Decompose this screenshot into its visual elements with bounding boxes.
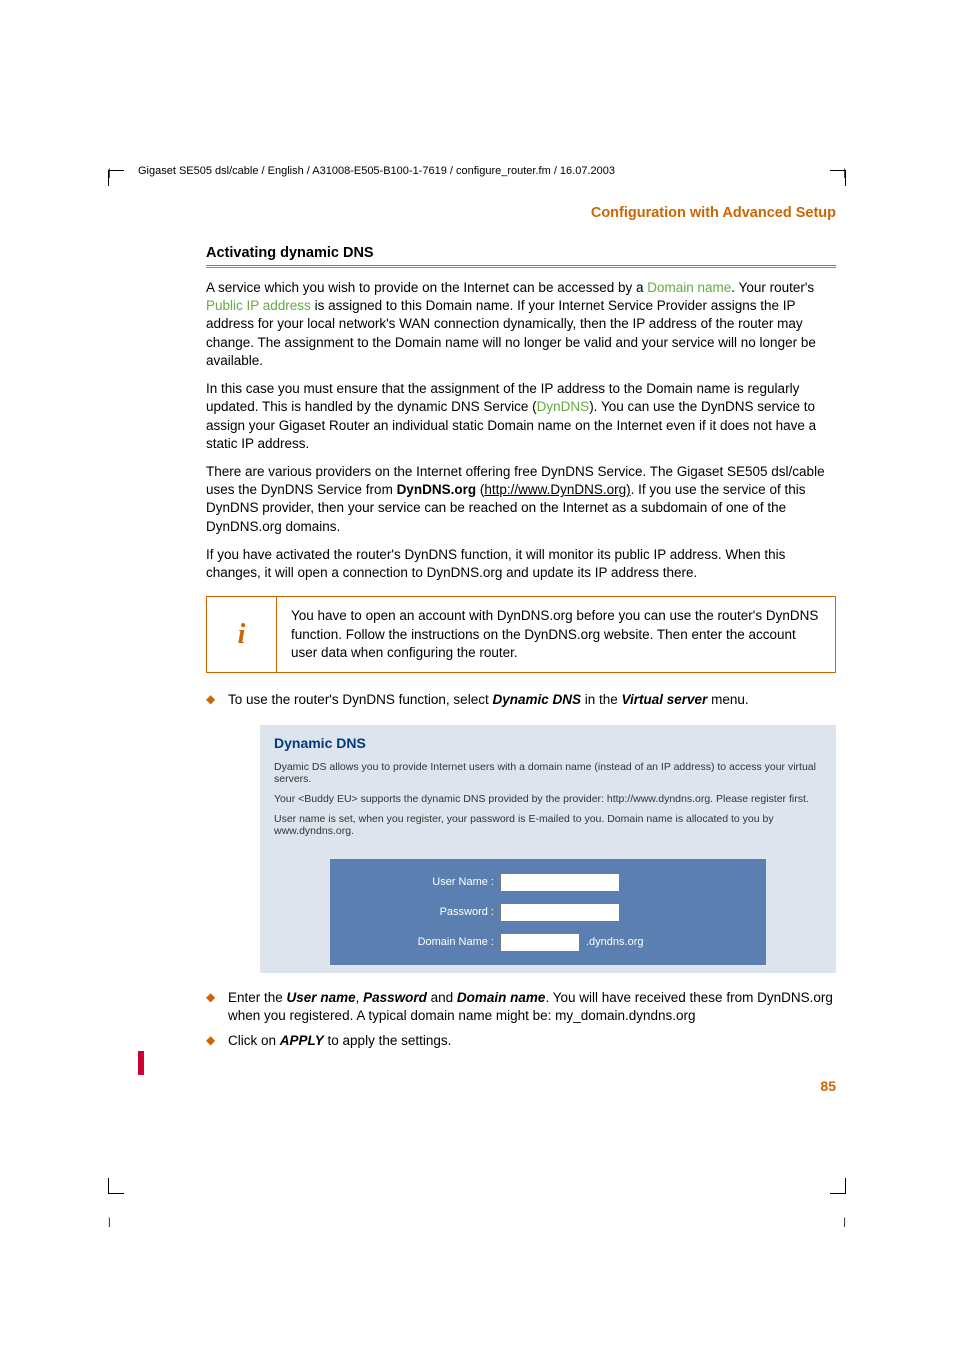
crop-mark-br: |	[843, 1217, 846, 1228]
b3-pre: Click on	[228, 1033, 280, 1048]
term-dyndns: DynDNS	[537, 399, 590, 414]
p1-pre: A service which you wish to provide on t…	[206, 280, 647, 295]
p1-mid1: . Your router's	[731, 280, 814, 295]
info-box: i You have to open an account with DynDN…	[206, 596, 836, 673]
bullet-1: To use the router's DynDNS function, sel…	[206, 691, 836, 709]
ss-line2: Your <Buddy EU> supports the dynamic DNS…	[260, 789, 836, 809]
crop-mark-trbar: |	[843, 168, 846, 179]
dyndns-screenshot: Dynamic DNS Dyamic DS allows you to prov…	[260, 725, 836, 973]
term-domain-name: Domain name	[647, 280, 731, 295]
b2-m2: and	[427, 990, 457, 1005]
ss-line3: User name is set, when you register, you…	[260, 809, 836, 841]
bullet-2: Enter the User name, Password and Domain…	[206, 989, 836, 1025]
section-title: Configuration with Advanced Setup	[206, 205, 836, 221]
paragraph-4: If you have activated the router's DynDN…	[206, 546, 836, 582]
dyndns-form: User Name Password Domain Name .dyndns.o…	[330, 859, 766, 965]
bullet-list-1: To use the router's DynDNS function, sel…	[206, 691, 836, 709]
username-input[interactable]	[500, 873, 620, 892]
dyndns-link[interactable]: http://www.DynDNS.org)	[484, 482, 630, 497]
ss-title: Dynamic DNS	[260, 725, 836, 757]
password-input[interactable]	[500, 903, 620, 922]
crop-mark-bl: |	[108, 1217, 111, 1228]
ss-line1: Dyamic DS allows you to provide Internet…	[260, 757, 836, 789]
row-domain: Domain Name .dyndns.org	[330, 927, 766, 957]
revision-mark	[138, 1051, 144, 1075]
b1-post: menu.	[707, 692, 748, 707]
crop-mark-tlbar: |	[108, 168, 111, 179]
paragraph-3: There are various providers on the Inter…	[206, 463, 836, 536]
crop-mark-mr	[830, 1178, 846, 1194]
b3-t1: APPLY	[280, 1033, 324, 1048]
subheading-rule	[206, 265, 836, 269]
b2-pre: Enter the	[228, 990, 287, 1005]
domain-suffix: .dyndns.org	[586, 936, 643, 948]
b1-term1: Dynamic DNS	[492, 692, 581, 707]
password-label: Password	[330, 906, 500, 918]
b2-t1: User name	[287, 990, 356, 1005]
row-username: User Name	[330, 867, 766, 897]
b2-m1: ,	[356, 990, 364, 1005]
username-label: User Name	[330, 876, 500, 888]
header-path: Gigaset SE505 dsl/cable / English / A310…	[138, 165, 836, 177]
b3-post: to apply the settings.	[324, 1033, 452, 1048]
bullet-3: Click on APPLY to apply the settings.	[206, 1032, 836, 1050]
b2-t2: Password	[363, 990, 427, 1005]
info-icon: i	[238, 619, 246, 651]
domain-label: Domain Name	[330, 936, 500, 948]
paragraph-1: A service which you wish to provide on t…	[206, 279, 836, 370]
row-password: Password	[330, 897, 766, 927]
b1-mid: in the	[581, 692, 622, 707]
paragraph-2: In this case you must ensure that the as…	[206, 380, 836, 453]
domain-input[interactable]	[500, 933, 580, 952]
info-text: You have to open an account with DynDNS.…	[277, 597, 835, 672]
term-public-ip: Public IP address	[206, 298, 311, 313]
page-number: 85	[206, 1078, 836, 1094]
p3-bold: DynDNS.org	[397, 482, 477, 497]
b2-t3: Domain name	[457, 990, 546, 1005]
b1-pre: To use the router's DynDNS function, sel…	[228, 692, 492, 707]
crop-mark-ml	[108, 1178, 124, 1194]
bullet-list-2: Enter the User name, Password and Domain…	[206, 989, 836, 1050]
subheading: Activating dynamic DNS	[206, 245, 836, 261]
page-content: Gigaset SE505 dsl/cable / English / A310…	[206, 165, 836, 1094]
b1-term2: Virtual server	[622, 692, 708, 707]
info-icon-cell: i	[207, 597, 277, 672]
